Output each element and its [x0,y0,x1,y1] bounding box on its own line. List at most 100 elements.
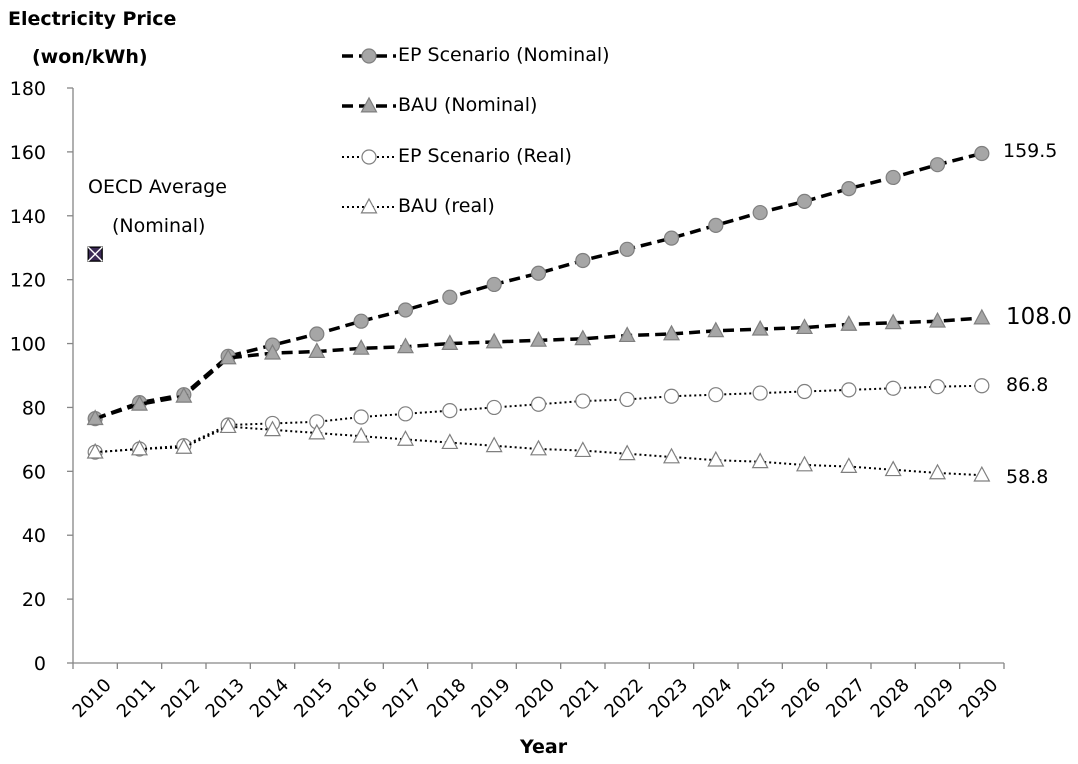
x-tick-label: 2026 [778,675,825,722]
data-point [795,318,814,335]
legend-label-ep-real: EP Scenario (Real) [398,145,572,167]
series-layer [86,145,991,482]
data-point [396,337,415,354]
legend-swatch-marker [361,48,377,64]
data-point [662,447,681,464]
y-tick-label: 100 [10,334,46,356]
x-tick-label: 2015 [290,675,337,722]
data-point [219,348,237,365]
data-point [353,409,369,425]
end-label-bau-nominal: 108.0 [1006,304,1072,330]
data-point [130,439,149,456]
data-point [86,409,104,426]
legend-label-bau-real: BAU (real) [398,195,495,217]
data-point [219,417,237,434]
data-point [841,382,857,398]
x-tick-label: 2030 [955,675,1002,722]
data-point [618,444,636,461]
x-tick-label: 2018 [423,675,470,722]
data-point [840,457,858,473]
data-point [529,439,548,456]
legend-label-bau-nominal: BAU (Nominal) [398,94,538,116]
data-point [885,169,901,186]
x-tick-label: 2010 [69,675,116,722]
y-tick-label: 80 [22,397,46,419]
data-point [973,465,991,482]
x-tick-label: 2012 [157,675,204,722]
x-tick-label: 2017 [379,675,426,722]
x-axis-title: Year [520,736,568,758]
data-point [618,326,636,343]
data-point [441,334,459,351]
data-point [973,308,991,325]
data-point [263,420,282,437]
legend [342,48,396,214]
data-point [796,383,813,400]
data-point [442,403,458,419]
x-tick-label: 2013 [202,675,249,722]
y-tick-label: 60 [22,461,46,483]
y-tick-label: 40 [22,525,46,547]
x-tick-label: 2024 [689,675,736,722]
x-tick-label: 2016 [335,675,382,722]
x-tick-label: 2022 [601,675,648,722]
y-tick-label: 180 [10,78,46,100]
data-point [486,276,502,293]
x-tick-label: 2025 [734,675,781,722]
data-point [708,217,724,233]
data-point [841,181,857,197]
data-point [352,426,370,443]
data-point [485,436,503,453]
legend-label-ep-nominal: EP Scenario (Nominal) [398,44,610,66]
oecd-annotation-line-1: OECD Average [88,176,227,198]
data-point [575,393,591,409]
y-tick-label: 20 [22,589,46,611]
series-3 [86,417,991,482]
data-point [752,204,768,221]
data-point [929,379,946,395]
data-point [575,252,591,269]
series-0 [87,145,990,427]
data-point [885,380,901,396]
data-point [485,332,503,349]
data-point [441,433,459,450]
legend-swatch-marker [360,197,378,214]
data-point [352,339,370,355]
data-point [974,378,990,394]
oecd-annotation-line-2: (Nominal) [112,215,206,237]
axes: 0 20 40 60 80 100 120 140 160 180 2010201120122013… [10,78,1005,722]
data-point [308,423,326,440]
x-tick-label: 2019 [468,675,515,722]
data-point [530,265,547,281]
x-tick-label: 2027 [822,675,869,722]
data-point [707,321,725,338]
x-tick-label: 2021 [556,675,603,722]
data-point [974,145,990,162]
data-point [397,302,414,318]
data-point [486,399,502,416]
x-tick-label: 2014 [246,675,293,722]
data-point [175,386,193,403]
data-point [707,450,725,467]
y-tick-label: 160 [10,142,46,164]
data-point [751,319,769,336]
data-point [263,343,282,360]
x-tick-label: 2028 [867,675,914,722]
data-point [574,329,592,346]
y-tick-label: 140 [10,206,46,228]
x-tick-label: 2029 [911,675,958,722]
data-point [619,241,635,257]
data-point [397,406,414,422]
data-point [929,157,946,173]
data-point [396,430,415,446]
data-point [529,331,548,347]
end-label-bau-real: 58.8 [1006,466,1049,488]
data-point [662,324,681,341]
data-point [795,455,814,472]
y-tick-label: 0 [34,653,46,675]
data-point [353,313,369,329]
data-point [309,326,325,342]
data-point [708,387,724,403]
end-label-ep-nominal: 159.5 [1003,140,1058,162]
